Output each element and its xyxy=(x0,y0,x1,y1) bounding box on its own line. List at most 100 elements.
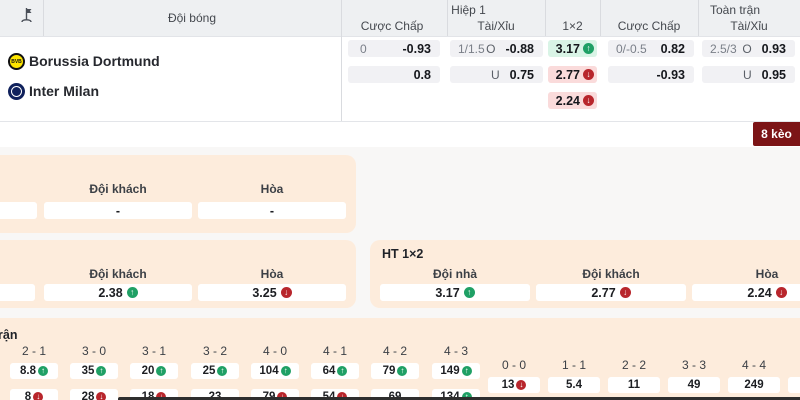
h1-handicap-away-odds[interactable]: 0.8 xyxy=(348,66,440,83)
score-odds-cell[interactable]: 25 xyxy=(191,363,239,379)
score-col-header: 4 - 3 xyxy=(443,344,468,358)
table-header xyxy=(0,0,800,37)
draw-score-header: 1 - 1 xyxy=(561,358,586,372)
card-ft-1x2 xyxy=(0,155,356,233)
badge-strip xyxy=(0,122,800,148)
h1-1x2-draw-odds[interactable]: 2.24 xyxy=(548,92,597,109)
column-header-team: Đội bóng xyxy=(167,11,217,25)
ht-card-title: HT 1×2 xyxy=(382,247,424,261)
draw-score-header: 2 - 2 xyxy=(621,358,646,372)
score-odds-cell[interactable]: 54 xyxy=(311,389,359,400)
bottom-dark-divider xyxy=(118,397,800,400)
draw-score-header: 4 - 4 xyxy=(741,358,766,372)
score-odds-cell[interactable]: 8 xyxy=(10,389,58,400)
divider xyxy=(0,121,800,122)
draw-score-cell[interactable]: 11 xyxy=(608,377,660,393)
trend-up-icon xyxy=(583,43,594,54)
trend-down-icon xyxy=(156,392,167,400)
score-card-title: rận xyxy=(0,328,18,342)
trend-up-icon xyxy=(463,287,475,298)
ft-handicap-away-odds[interactable]: -0.93 xyxy=(608,66,694,83)
divider xyxy=(43,0,44,36)
score-odds-cell[interactable]: 79 xyxy=(251,389,299,400)
draw-score-cell[interactable]: 49 xyxy=(668,377,720,393)
score-odds-cell[interactable]: 134 xyxy=(432,389,480,400)
divider xyxy=(600,0,601,36)
column-header-ft-handicap: Cược Chấp xyxy=(617,19,681,33)
trend-down-icon xyxy=(775,287,787,298)
trend-up-icon xyxy=(126,287,138,298)
trend-down-icon xyxy=(277,392,288,400)
score-col-header: 3 - 1 xyxy=(141,344,166,358)
score-odds-cell[interactable]: 23 xyxy=(191,389,239,400)
trend-up-icon xyxy=(337,366,348,376)
ft-under-odds[interactable]: U 0.95 xyxy=(702,66,795,83)
score-odds-cell[interactable]: 35 xyxy=(70,363,118,379)
score-col-header: 4 - 1 xyxy=(322,344,347,358)
divider xyxy=(341,0,342,122)
h1-handicap-home-odds[interactable]: 0 -0.93 xyxy=(348,40,440,57)
draw-score-header: 3 - 3 xyxy=(681,358,706,372)
score-odds-cell[interactable]: 104 xyxy=(251,363,299,379)
score-odds-cell[interactable]: 8.8 xyxy=(10,363,58,379)
ft-card-home-cell[interactable] xyxy=(0,202,37,219)
bvb-logo: BVB xyxy=(8,53,25,70)
score-col-header: 4 - 0 xyxy=(262,344,287,358)
trend-down-icon xyxy=(619,287,631,298)
trend-down-icon xyxy=(337,392,348,400)
trend-down-icon xyxy=(33,392,44,400)
h1-1x2-away-odds[interactable]: 2.77 xyxy=(548,66,597,83)
trend-up-icon xyxy=(461,392,472,400)
trend-down-icon xyxy=(280,287,292,298)
ht-card-away-cell[interactable]: 2.77 xyxy=(536,284,686,301)
ht-card-home-cell[interactable]: 3.17 xyxy=(380,284,530,301)
score-odds-cell[interactable]: 18 xyxy=(130,389,178,400)
ft-card-away-header: Đội khách xyxy=(89,182,147,196)
score-odds-cell[interactable]: 20 xyxy=(130,363,178,379)
column-header-h1-handicap: Cược Chấp xyxy=(360,19,424,33)
ft-card-draw-header: Hòa xyxy=(260,182,284,196)
draw-score-cell[interactable]: 5.4 xyxy=(548,377,600,393)
corner-flag-icon xyxy=(20,7,33,29)
win-card-home-cell[interactable] xyxy=(0,284,35,301)
ft-card-away-cell[interactable]: - xyxy=(44,202,192,219)
divider xyxy=(447,0,448,36)
h1-1x2-home-odds[interactable]: 3.17 xyxy=(548,40,597,57)
ft-card-draw-cell[interactable]: - xyxy=(198,202,346,219)
score-odds-cell[interactable]: 149 xyxy=(432,363,480,379)
score-odds-cell[interactable]: 69 xyxy=(371,389,419,400)
win-card-draw-header: Hòa xyxy=(260,267,284,281)
ht-card-draw-cell[interactable]: 2.24 xyxy=(692,284,800,301)
draw-score-cell-partial[interactable] xyxy=(788,377,800,393)
trend-up-icon xyxy=(38,366,48,376)
draw-score-header: 0 - 0 xyxy=(501,358,526,372)
column-header-ft-overunder: Tài/Xỉu xyxy=(730,19,768,33)
trend-up-icon xyxy=(96,366,107,376)
section-header-full-match: Toàn trận xyxy=(709,3,761,17)
score-col-header: 3 - 2 xyxy=(202,344,227,358)
card-correct-score xyxy=(0,318,800,400)
ft-over-odds[interactable]: 2.5/3 O 0.93 xyxy=(702,40,795,57)
odds-count-badge[interactable]: 8 kèo xyxy=(753,122,800,146)
ht-card-away-header: Đội khách xyxy=(582,267,640,281)
score-odds-cell[interactable]: 79 xyxy=(371,363,419,379)
h1-under-odds[interactable]: U 0.75 xyxy=(450,66,543,83)
win-card-away-header: Đội khách xyxy=(89,267,147,281)
trend-up-icon xyxy=(156,366,167,376)
trend-down-icon xyxy=(516,380,527,390)
draw-score-cell[interactable]: 249 xyxy=(728,377,780,393)
draw-score-cell[interactable]: 13 xyxy=(488,377,540,393)
win-card-draw-cell[interactable]: 3.25 xyxy=(198,284,346,301)
h1-over-odds[interactable]: 1/1.5 O -0.88 xyxy=(450,40,543,57)
win-card-away-cell[interactable]: 2.38 xyxy=(44,284,192,301)
score-col-header: 2 - 1 xyxy=(21,344,46,358)
section-header-first-half: Hiệp 1 xyxy=(451,3,486,17)
score-odds-cell[interactable]: 28 xyxy=(70,389,118,400)
trend-down-icon xyxy=(583,69,594,80)
score-odds-cell[interactable]: 64 xyxy=(311,363,359,379)
column-header-h1-1x2: 1×2 xyxy=(562,19,583,33)
column-header-h1-overunder: Tài/Xỉu xyxy=(477,19,515,33)
ft-handicap-home-odds[interactable]: 0/-0.5 0.82 xyxy=(608,40,694,57)
trend-up-icon xyxy=(397,366,408,376)
